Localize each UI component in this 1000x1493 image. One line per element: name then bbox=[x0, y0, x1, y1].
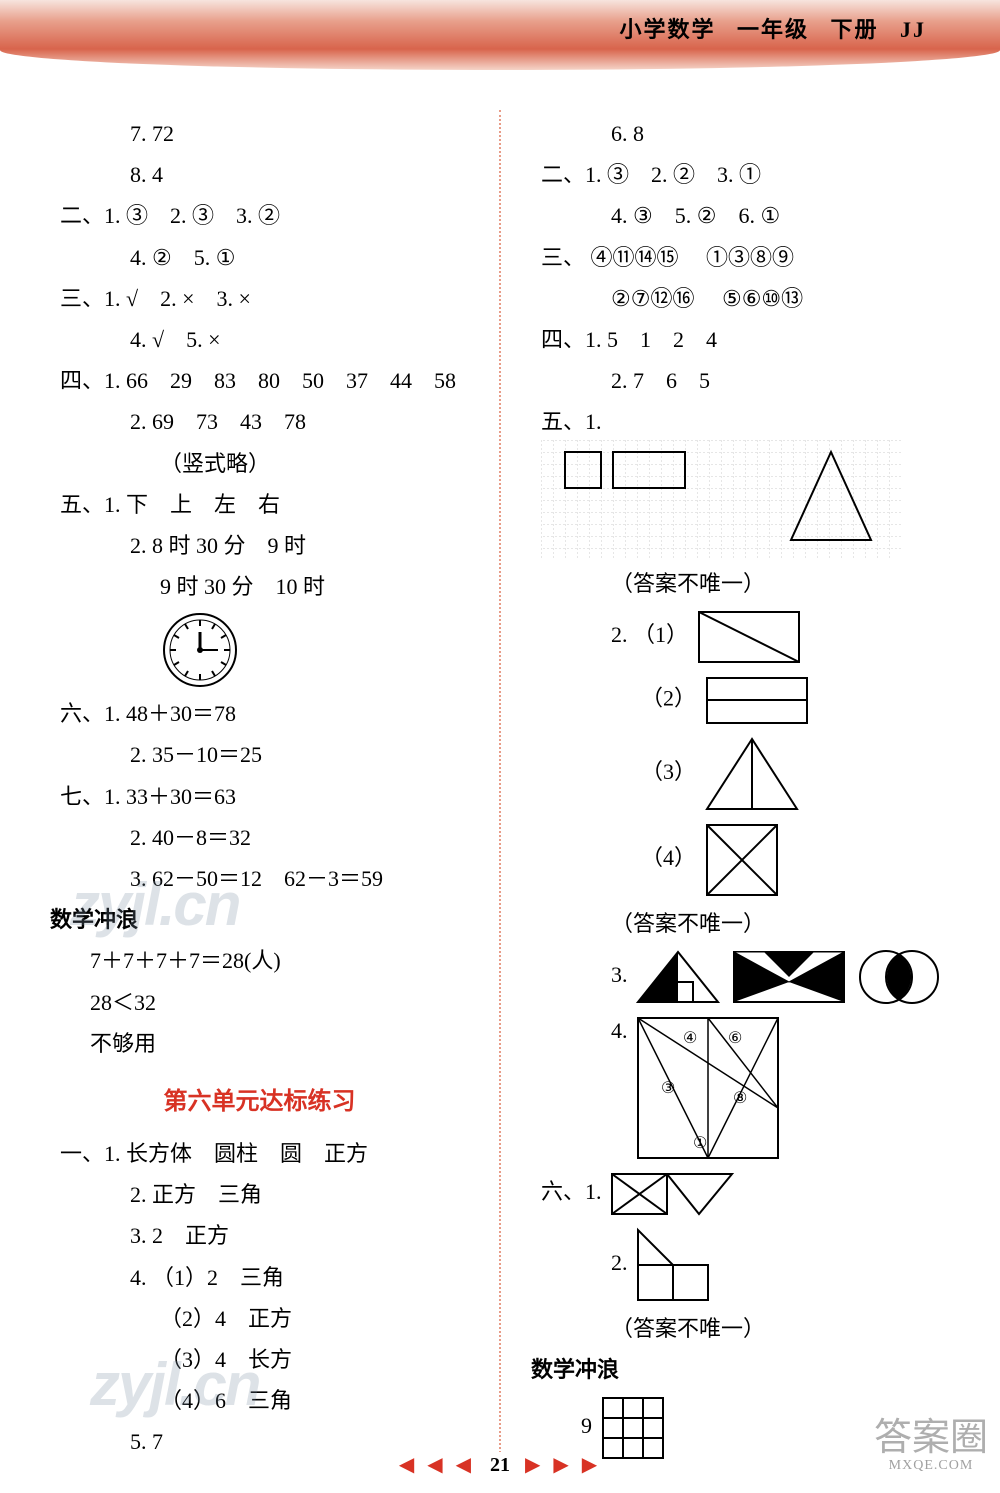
text-line: 7. 72 bbox=[130, 116, 479, 151]
label: 五、1. bbox=[541, 409, 602, 434]
triangle-split-icon bbox=[702, 734, 802, 814]
arrow-right-icon: ▶ ▶ ▶ bbox=[525, 1454, 601, 1476]
text-line: 4. （1）2 三角 bbox=[130, 1260, 479, 1295]
section-three: 三、 ④⑪⑭⑮ ①③⑧⑨ bbox=[541, 240, 960, 275]
q6-1: 六、1. bbox=[541, 1169, 960, 1219]
text-line: 一、1. 长方体 圆柱 圆 正方 bbox=[60, 1136, 479, 1171]
grid-figure bbox=[541, 440, 901, 560]
text-line: （2）4 正方 bbox=[160, 1301, 479, 1336]
note: （答案不唯一） bbox=[611, 1311, 960, 1346]
circled-group: ④⑪⑭⑮ bbox=[591, 245, 679, 270]
page-footer: ◀ ◀ ◀ 21 ▶ ▶ ▶ bbox=[0, 1452, 1000, 1477]
section-heading: 数学冲浪 bbox=[531, 1352, 960, 1387]
text-line: 七、1. 33＋30＝63 bbox=[60, 779, 479, 814]
left-column: 7. 72 8. 4 二、1. ③ 2. ③ 3. ② 4. ② 5. ① 三、… bbox=[40, 110, 479, 1469]
square-x-icon bbox=[702, 820, 782, 900]
page-number: 21 bbox=[480, 1452, 520, 1478]
text-line: 7＋7＋7＋7＝28(人) bbox=[90, 943, 479, 978]
text-line: 4. √ 5. × bbox=[130, 322, 479, 357]
text-line: 四、1. 66 29 83 80 50 37 44 58 bbox=[60, 363, 479, 398]
clock-icon bbox=[160, 610, 240, 690]
text-line: 三、1. √ 2. × 3. × bbox=[60, 281, 479, 316]
section-heading: 数学冲浪 bbox=[50, 902, 479, 937]
text-line: 3. 62－50＝12 62－3＝59 bbox=[130, 861, 479, 896]
text-line: 二、1. ③ 2. ③ 3. ② bbox=[60, 198, 479, 233]
q3: 3. bbox=[611, 947, 960, 1007]
shape3b-icon bbox=[729, 947, 849, 1007]
clock-figure bbox=[160, 610, 479, 690]
right-column: 6. 8 二、1. ③ 2. ② 3. ① 4. ③ 5. ② 6. ① 三、 … bbox=[521, 110, 960, 1469]
shape3c-icon bbox=[854, 947, 944, 1007]
label: 三、 bbox=[541, 245, 585, 270]
text-line: （竖式略） bbox=[160, 446, 479, 481]
q2-3: （3） bbox=[641, 734, 960, 814]
section-three-b: ②⑦⑫⑯ ⑤⑥⑩⑬ bbox=[611, 281, 960, 316]
header-text: 小学数学 一年级 下册 JJ bbox=[619, 12, 940, 44]
text-line: （3）4 长方 bbox=[160, 1342, 479, 1377]
text-line: 2. 正方 三角 bbox=[130, 1177, 479, 1212]
svg-text:⑥: ⑥ bbox=[728, 1030, 742, 1047]
arrow-left-icon: ◀ ◀ ◀ bbox=[399, 1454, 475, 1476]
text-line: 8. 4 bbox=[130, 157, 479, 192]
rect-halved-icon bbox=[702, 673, 812, 728]
text-line: 2. 7 6 5 bbox=[611, 363, 960, 398]
circled-group: ⑤⑥⑩⑬ bbox=[722, 286, 803, 311]
header-subject: 小学数学 bbox=[619, 17, 715, 42]
q2-4: （4） bbox=[641, 820, 960, 900]
text-line: 四、1. 5 1 2 4 bbox=[541, 322, 960, 357]
text-line: 3. 2 正方 bbox=[130, 1218, 479, 1253]
header-grade: 一年级 bbox=[737, 17, 809, 42]
text-line: 4. ② 5. ① bbox=[130, 240, 479, 275]
text-line: 6. 8 bbox=[611, 116, 960, 151]
page-header: 小学数学 一年级 下册 JJ bbox=[0, 0, 1000, 70]
svg-text:③: ③ bbox=[661, 1080, 675, 1097]
text-line: 不够用 bbox=[90, 1026, 479, 1061]
source-badge: 答案圈 MXQE.COM bbox=[874, 1419, 988, 1473]
unit-title: 第六单元达标练习 bbox=[40, 1081, 479, 1116]
badge-text: 答案圈 bbox=[874, 1417, 988, 1459]
header-volume: 下册 bbox=[830, 17, 878, 42]
q6-2: 2. bbox=[611, 1225, 960, 1305]
svg-text:⑧: ⑧ bbox=[733, 1090, 747, 1107]
shape3a-icon bbox=[633, 947, 723, 1007]
rect-diagonal-icon bbox=[694, 607, 804, 667]
q4: 4. ③ ④ ⑥ ⑧ ① bbox=[611, 1013, 960, 1163]
note: （答案不唯一） bbox=[611, 906, 960, 941]
text-line: 2. 8 时 30 分 9 时 bbox=[130, 528, 479, 563]
header-code: JJ bbox=[900, 17, 926, 42]
q2-1: 2. （1） bbox=[611, 607, 960, 667]
text-line: 4. ③ 5. ② 6. ① bbox=[611, 198, 960, 233]
text-line: 9 时 30 分 10 时 bbox=[160, 569, 479, 604]
svg-text:①: ① bbox=[693, 1135, 707, 1152]
text-line: （4）6 三角 bbox=[160, 1383, 479, 1418]
content-area: 7. 72 8. 4 二、1. ③ 2. ③ 3. ② 4. ② 5. ① 三、… bbox=[0, 70, 1000, 1479]
column-divider bbox=[499, 110, 501, 1469]
text-line: 2. 35－10＝25 bbox=[130, 737, 479, 772]
text-line: 二、1. ③ 2. ② 3. ① bbox=[541, 157, 960, 192]
q5: 五、1. bbox=[541, 404, 960, 559]
q2-2: （2） bbox=[641, 673, 960, 728]
text-line: 六、1. 48＋30＝78 bbox=[60, 696, 479, 731]
text-line: 2. 69 73 43 78 bbox=[130, 404, 479, 439]
text-line: 2. 40－8＝32 bbox=[130, 820, 479, 855]
shape4-icon: ③ ④ ⑥ ⑧ ① bbox=[633, 1013, 783, 1163]
circled-group: ②⑦⑫⑯ bbox=[611, 286, 694, 311]
svg-text:④: ④ bbox=[683, 1030, 697, 1047]
shape6a-icon bbox=[607, 1169, 737, 1219]
text-line: 五、1. 下 上 左 右 bbox=[60, 487, 479, 522]
badge-url: MXQE.COM bbox=[874, 1459, 988, 1473]
circled-group: ①③⑧⑨ bbox=[706, 245, 794, 270]
note: （答案不唯一） bbox=[611, 566, 960, 601]
text-line: 28＜32 bbox=[90, 985, 479, 1020]
shape6b-icon bbox=[633, 1225, 713, 1305]
